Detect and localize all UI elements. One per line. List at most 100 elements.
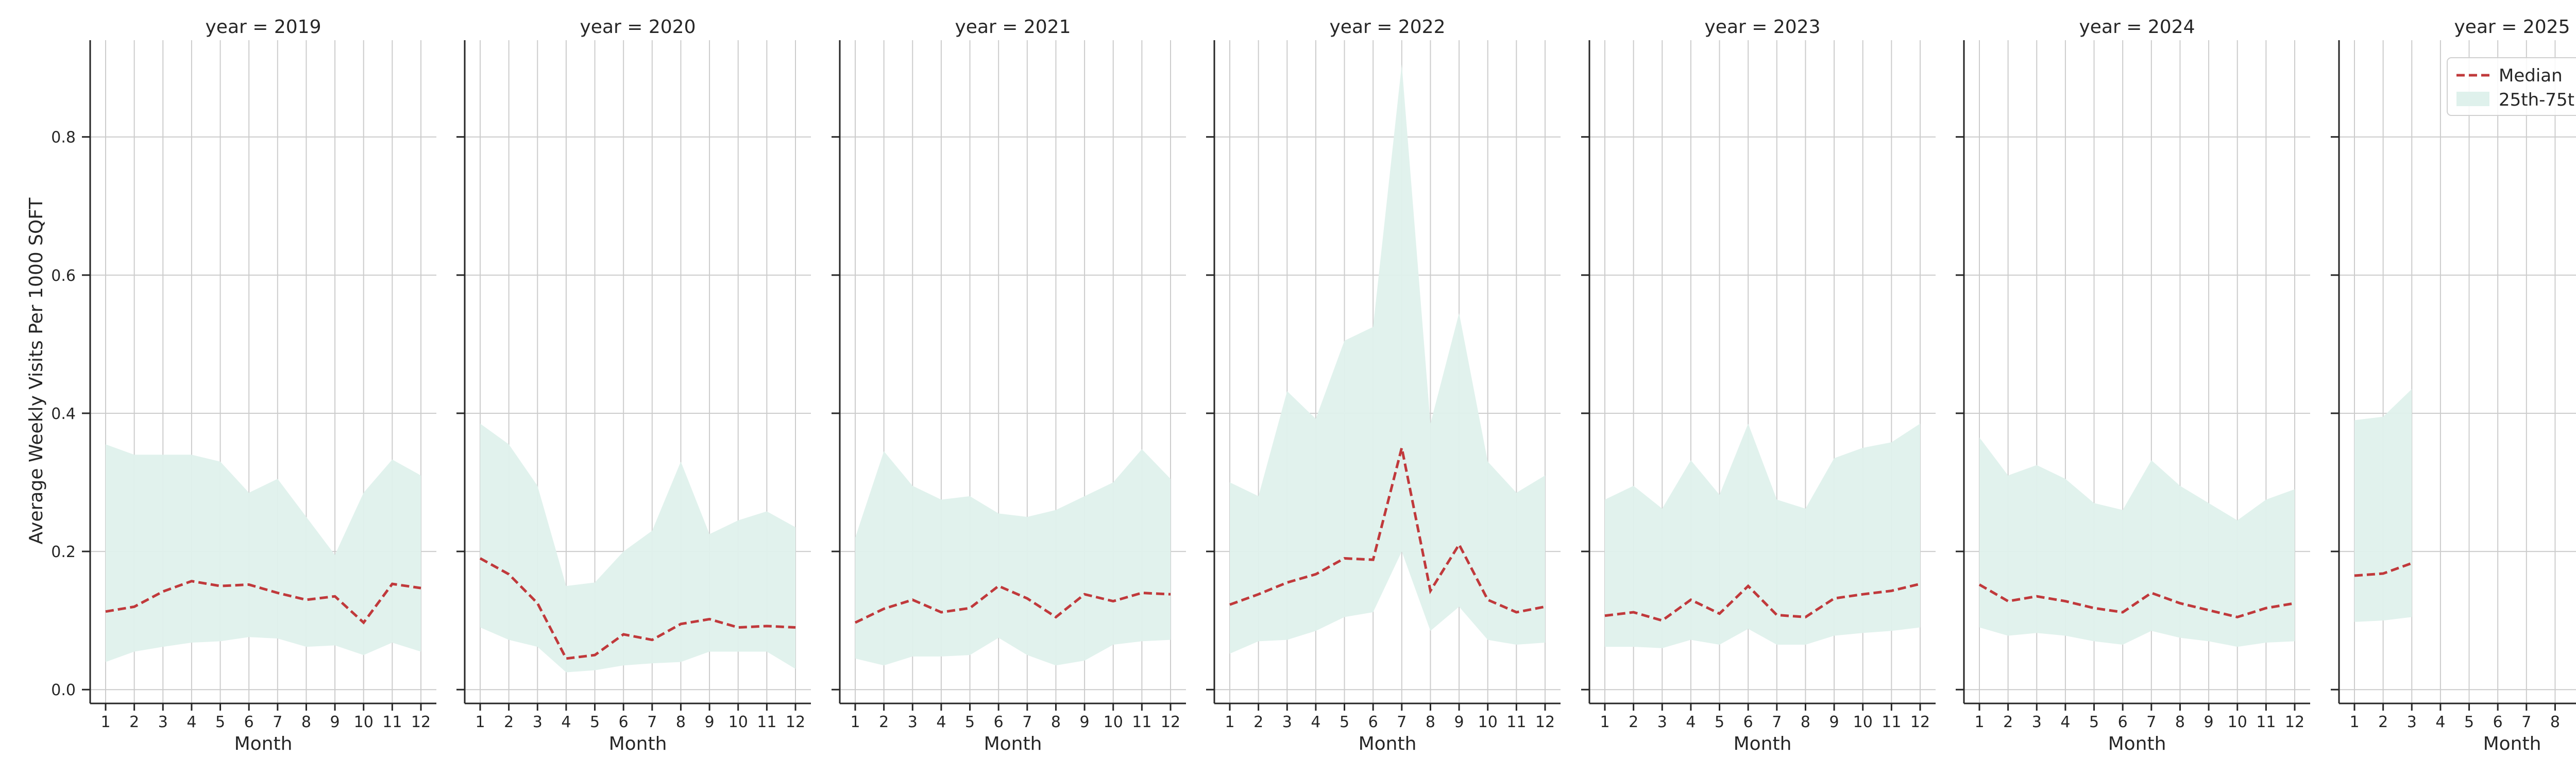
panel-title: year = 2024 xyxy=(2079,16,2195,38)
x-tick-label: 11 xyxy=(757,713,776,731)
panel-title: year = 2019 xyxy=(206,16,321,38)
percentile-band xyxy=(1979,437,2295,647)
x-tick-label: 2 xyxy=(2378,713,2388,731)
x-tick-label: 8 xyxy=(676,713,686,731)
x-tick-label: 4 xyxy=(1686,713,1696,731)
x-tick-label: 5 xyxy=(2089,713,2099,731)
x-tick-label: 6 xyxy=(1743,713,1753,731)
x-tick-label: 5 xyxy=(2464,713,2474,731)
x-axis-label: Month xyxy=(984,733,1042,754)
x-tick-label: 12 xyxy=(786,713,805,731)
median-line xyxy=(479,557,796,660)
x-axis-label: Month xyxy=(609,733,667,754)
x-tick-label: 6 xyxy=(2118,713,2128,731)
x-tick-label: 10 xyxy=(354,713,374,731)
x-tick-label: 7 xyxy=(2521,713,2531,731)
x-tick-label: 5 xyxy=(1715,713,1724,731)
x-tick-label: 2 xyxy=(504,713,514,731)
x-tick-label: 12 xyxy=(1910,713,1930,731)
x-tick-label: 9 xyxy=(2204,713,2214,731)
x-tick-label: 5 xyxy=(215,713,225,731)
x-tick-label: 8 xyxy=(1051,713,1061,731)
x-tick-label: 4 xyxy=(2435,713,2445,731)
percentile-band xyxy=(106,444,421,662)
x-axis-label: Month xyxy=(234,733,293,754)
y-tick-label: 0.8 xyxy=(51,129,76,147)
x-tick-label: 9 xyxy=(330,713,340,731)
x-tick-label: 11 xyxy=(1506,713,1526,731)
x-tick-label: 3 xyxy=(158,713,168,731)
y-tick-label: 0.6 xyxy=(51,267,76,285)
x-tick-label: 5 xyxy=(1340,713,1349,731)
median-line xyxy=(1604,582,1921,622)
x-tick-label: 1 xyxy=(2349,713,2359,731)
x-tick-label: 3 xyxy=(1282,713,1292,731)
x-tick-label: 10 xyxy=(1478,713,1498,731)
percentile-band xyxy=(480,424,795,673)
x-tick-label: 2 xyxy=(1629,713,1638,731)
x-tick-label: 2 xyxy=(1253,713,1263,731)
percentile-band xyxy=(1230,64,1545,654)
median-line xyxy=(1229,447,1546,614)
x-tick-label: 10 xyxy=(1104,713,1123,731)
x-tick-label: 12 xyxy=(2285,713,2304,731)
x-tick-label: 6 xyxy=(244,713,254,731)
x-tick-label: 8 xyxy=(1426,713,1435,731)
x-tick-label: 8 xyxy=(301,713,311,731)
x-tick-label: 2 xyxy=(2003,713,2013,731)
x-tick-label: 11 xyxy=(2256,713,2276,731)
x-tick-label: 10 xyxy=(2228,713,2247,731)
x-tick-label: 6 xyxy=(1368,713,1378,731)
x-tick-label: 5 xyxy=(965,713,975,731)
panels: 0.00.20.40.60.81 2 3 4 5 6 7 8 9 10 11 12Monthyear … xyxy=(51,16,2576,754)
panel-title: year = 2023 xyxy=(1705,16,1821,38)
panel-title: year = 2025 xyxy=(2454,16,2570,38)
percentile-band xyxy=(855,449,1171,666)
x-tick-label: 2 xyxy=(129,713,139,731)
x-tick-label: 8 xyxy=(2175,713,2185,731)
y-tick-label: 0.2 xyxy=(51,543,76,561)
panel-title: year = 2020 xyxy=(580,16,696,38)
percentile-band xyxy=(1605,424,1920,648)
y-tick-label: 0.4 xyxy=(51,405,76,423)
x-axis-label: Month xyxy=(2108,733,2166,754)
legend-band-swatch xyxy=(2456,92,2489,106)
x-tick-label: 3 xyxy=(2032,713,2042,731)
x-tick-label: 6 xyxy=(994,713,1004,731)
x-tick-label: 6 xyxy=(2493,713,2503,731)
x-tick-label: 10 xyxy=(1853,713,1873,731)
x-tick-label: 9 xyxy=(1829,713,1839,731)
x-tick-label: 4 xyxy=(1311,713,1320,731)
median-line xyxy=(105,580,421,625)
x-tick-label: 7 xyxy=(1022,713,1032,731)
x-tick-label: 3 xyxy=(908,713,918,731)
median-line xyxy=(854,584,1171,624)
x-tick-label: 7 xyxy=(1397,713,1406,731)
x-tick-label: 9 xyxy=(1454,713,1464,731)
x-tick-label: 4 xyxy=(187,713,196,731)
x-tick-label: 1 xyxy=(1600,713,1609,731)
x-tick-label: 11 xyxy=(1882,713,1901,731)
x-tick-label: 8 xyxy=(2550,713,2560,731)
median-line xyxy=(1978,583,2295,619)
x-tick-label: 2 xyxy=(879,713,889,731)
x-tick-label: 12 xyxy=(1535,713,1555,731)
x-tick-label: 1 xyxy=(475,713,485,731)
x-tick-label: 8 xyxy=(1801,713,1810,731)
x-tick-label: 4 xyxy=(936,713,946,731)
x-tick-label: 9 xyxy=(705,713,715,731)
x-tick-label: 1 xyxy=(100,713,110,731)
x-tick-label: 7 xyxy=(273,713,282,731)
x-tick-label: 12 xyxy=(411,713,431,731)
x-tick-label: 12 xyxy=(1161,713,1180,731)
x-tick-label: 1 xyxy=(1974,713,1984,731)
panel-title: year = 2021 xyxy=(955,16,1071,38)
x-tick-label: 11 xyxy=(382,713,402,731)
x-tick-label: 11 xyxy=(1132,713,1151,731)
